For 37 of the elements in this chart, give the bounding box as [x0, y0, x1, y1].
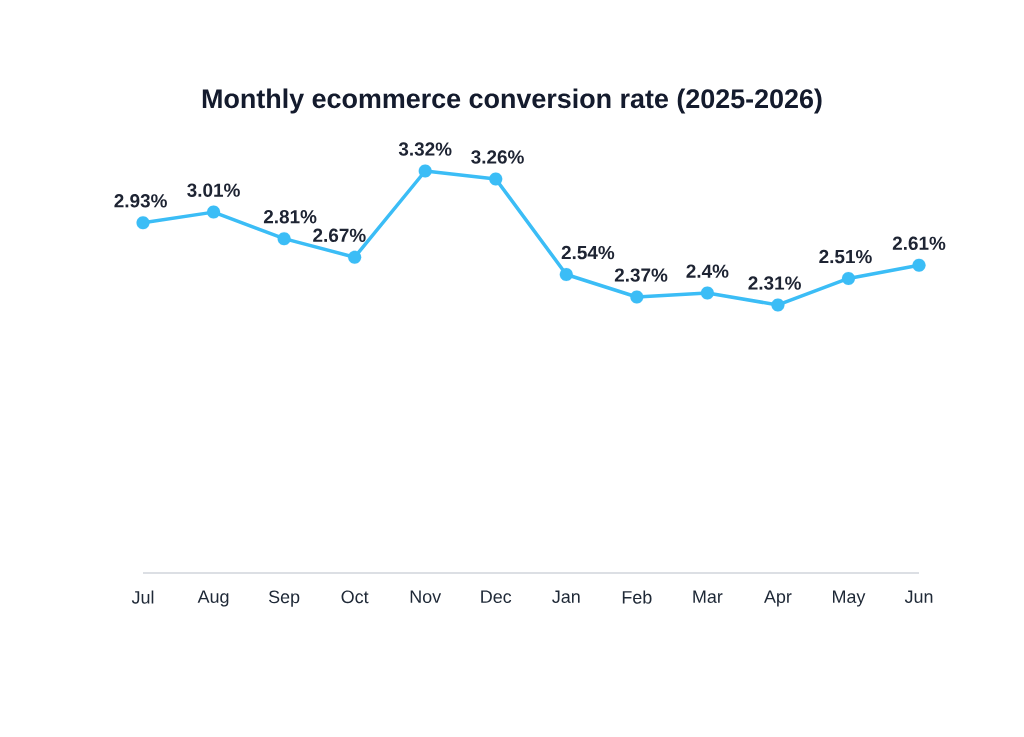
x-tick-label: Feb [622, 590, 652, 604]
x-tick-label: May [833, 590, 866, 607]
x-tick-label: Oct [341, 590, 369, 604]
x-tick-label: Apr [764, 590, 792, 607]
data-label: 2.67% [313, 228, 366, 243]
data-label: 3.32% [398, 142, 452, 156]
point [841, 271, 856, 286]
point [418, 164, 432, 178]
x-tick-label: Jun [904, 590, 933, 604]
data-label: 2.54% [561, 245, 615, 260]
x-tick-label: Jan [552, 590, 580, 604]
point [489, 172, 503, 186]
data-label: 2.81% [263, 210, 317, 224]
x-tick-label: Sep [268, 590, 300, 607]
point [206, 205, 221, 219]
data-label: 2.61% [892, 236, 946, 250]
x-tick-label: Aug [197, 590, 229, 607]
data-label: 3.01% [187, 183, 240, 197]
data-label: 2.93% [114, 194, 167, 208]
point [348, 250, 362, 264]
data-label: 2.37% [614, 268, 668, 282]
data-label: 2.4% [686, 264, 729, 278]
point [912, 258, 926, 272]
point [559, 267, 573, 282]
x-tick-label: Jul [131, 590, 154, 604]
point [771, 298, 785, 312]
x-tick-label: Mar [693, 590, 723, 604]
data-label: 2.31% [748, 276, 801, 290]
point [136, 216, 150, 230]
data-label: 2.51% [819, 249, 872, 264]
point [700, 286, 714, 300]
point [630, 290, 644, 304]
data-label: 3.26% [471, 150, 524, 164]
chart-title: Monthly ecommerce conversion rate (2025-2026) [202, 88, 822, 114]
point [277, 232, 291, 246]
x-tick-label: Nov [410, 590, 442, 604]
x-tick-label: Dec [481, 590, 512, 604]
